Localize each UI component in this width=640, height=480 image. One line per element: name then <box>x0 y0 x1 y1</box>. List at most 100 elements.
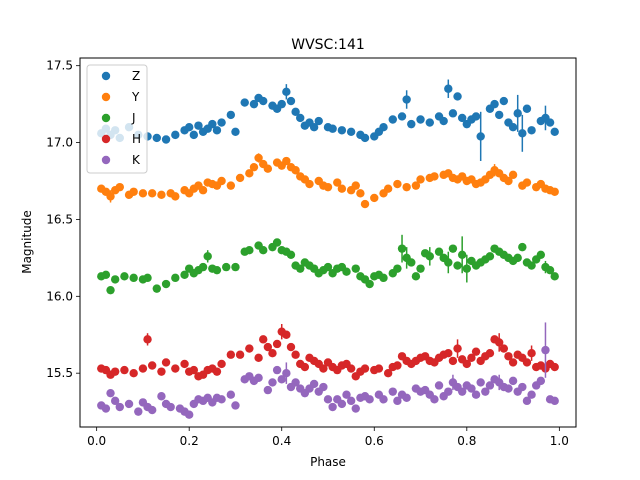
data-point <box>550 127 559 136</box>
data-point <box>106 388 115 398</box>
data-point <box>416 264 425 273</box>
data-point <box>351 181 360 190</box>
data-point <box>231 401 240 410</box>
data-point <box>494 110 504 120</box>
data-point <box>402 393 411 402</box>
data-point <box>189 130 199 140</box>
data-point <box>198 262 208 272</box>
data-point <box>393 396 402 406</box>
data-point <box>212 265 222 275</box>
data-point <box>508 358 518 367</box>
data-point <box>504 176 513 186</box>
data-point <box>277 99 286 109</box>
data-point <box>180 359 189 369</box>
data-point <box>430 172 439 181</box>
data-point <box>157 190 166 200</box>
data-point <box>282 156 291 166</box>
data-point <box>342 390 351 399</box>
data-point <box>286 96 296 106</box>
data-point <box>231 127 240 136</box>
data-point <box>527 390 536 399</box>
data-point <box>115 402 124 412</box>
data-point <box>184 410 194 419</box>
data-point <box>522 358 532 367</box>
data-point <box>138 189 148 198</box>
series-Y <box>97 153 559 209</box>
data-point <box>379 395 388 404</box>
data-point <box>527 261 536 270</box>
data-point <box>374 364 384 373</box>
legend-marker <box>101 155 111 165</box>
data-point <box>513 253 522 263</box>
data-point <box>407 119 416 129</box>
data-point <box>152 133 162 143</box>
data-point <box>272 365 282 375</box>
x-tick-label: 0.8 <box>457 434 476 448</box>
data-point <box>198 186 208 195</box>
data-point <box>397 244 407 253</box>
data-point <box>138 364 148 373</box>
data-point <box>416 175 425 184</box>
data-point <box>457 250 467 259</box>
data-point <box>254 353 263 363</box>
data-point <box>226 350 236 359</box>
data-point <box>217 176 226 186</box>
data-point <box>222 262 231 272</box>
data-point <box>393 361 402 370</box>
data-point <box>152 284 162 293</box>
data-point <box>296 113 305 123</box>
data-point <box>365 395 374 404</box>
data-point <box>309 122 319 132</box>
y-tick-label: 15.5 <box>46 366 73 380</box>
data-point <box>328 402 337 412</box>
x-tick-label: 0.2 <box>180 434 199 448</box>
data-point <box>462 359 472 369</box>
data-point <box>291 350 300 359</box>
legend-label: K <box>132 153 141 167</box>
x-tick-label: 0.0 <box>87 434 106 448</box>
data-point <box>217 118 226 127</box>
data-point <box>212 367 222 376</box>
data-point <box>388 387 397 396</box>
data-point <box>134 407 143 416</box>
data-point <box>471 390 481 399</box>
data-point <box>110 396 120 406</box>
x-tick-label: 1.0 <box>550 434 569 448</box>
legend-marker <box>101 134 111 144</box>
data-point <box>110 275 120 284</box>
data-point <box>333 178 342 187</box>
data-point <box>351 264 360 273</box>
data-point <box>171 130 180 140</box>
data-point <box>203 252 212 261</box>
data-point <box>337 184 347 193</box>
y-axis-label: Magnitude <box>20 210 34 274</box>
data-point <box>110 367 120 376</box>
data-point <box>425 252 434 261</box>
data-point <box>360 199 370 209</box>
data-point <box>522 178 532 187</box>
legend-box <box>86 64 148 174</box>
data-point <box>268 378 277 387</box>
data-point <box>476 378 485 387</box>
data-point <box>471 347 481 356</box>
data-point <box>268 349 277 358</box>
data-point <box>282 87 291 97</box>
data-point <box>259 245 268 255</box>
data-point <box>282 330 291 339</box>
data-point <box>319 382 328 392</box>
data-point <box>240 98 249 107</box>
legend-marker <box>101 71 111 81</box>
data-point <box>462 264 472 273</box>
data-point <box>249 162 259 172</box>
data-point <box>319 364 328 373</box>
data-point <box>508 376 518 386</box>
chart-title: WVSC:141 <box>291 37 365 53</box>
data-point <box>360 364 370 373</box>
data-point <box>184 122 194 132</box>
data-point <box>129 187 138 196</box>
data-point <box>171 192 180 201</box>
data-point <box>407 258 416 267</box>
data-point <box>504 384 513 393</box>
data-point <box>550 362 559 372</box>
data-point <box>545 265 555 275</box>
